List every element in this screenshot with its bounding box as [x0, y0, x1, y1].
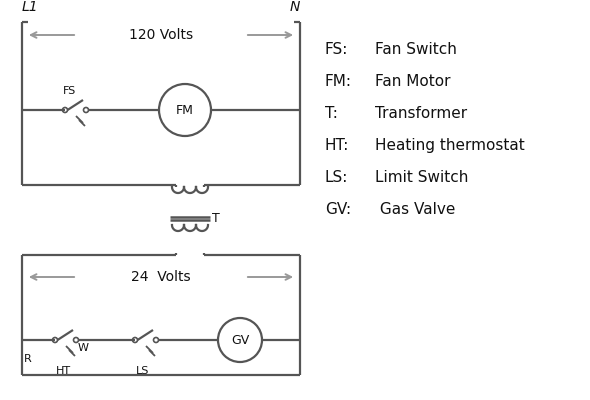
- Text: T:: T:: [325, 106, 338, 121]
- Text: Fan Motor: Fan Motor: [375, 74, 451, 89]
- Text: T: T: [212, 212, 219, 226]
- Text: LS:: LS:: [325, 170, 348, 185]
- Text: 120 Volts: 120 Volts: [129, 28, 193, 42]
- Text: 24  Volts: 24 Volts: [131, 270, 191, 284]
- Text: FM: FM: [176, 104, 194, 116]
- Text: L1: L1: [22, 0, 38, 14]
- Text: FM:: FM:: [325, 74, 352, 89]
- Text: FS: FS: [63, 86, 76, 96]
- Text: LS: LS: [136, 366, 150, 376]
- Text: GV: GV: [231, 334, 249, 346]
- Text: N: N: [290, 0, 300, 14]
- Text: Heating thermostat: Heating thermostat: [375, 138, 525, 153]
- Text: Transformer: Transformer: [375, 106, 467, 121]
- Text: HT: HT: [55, 366, 71, 376]
- Text: R: R: [24, 354, 32, 364]
- Text: GV:: GV:: [325, 202, 351, 217]
- Text: W: W: [78, 343, 89, 353]
- Text: Limit Switch: Limit Switch: [375, 170, 468, 185]
- Text: Gas Valve: Gas Valve: [375, 202, 455, 217]
- Text: Fan Switch: Fan Switch: [375, 42, 457, 57]
- Text: FS:: FS:: [325, 42, 348, 57]
- Text: HT:: HT:: [325, 138, 349, 153]
